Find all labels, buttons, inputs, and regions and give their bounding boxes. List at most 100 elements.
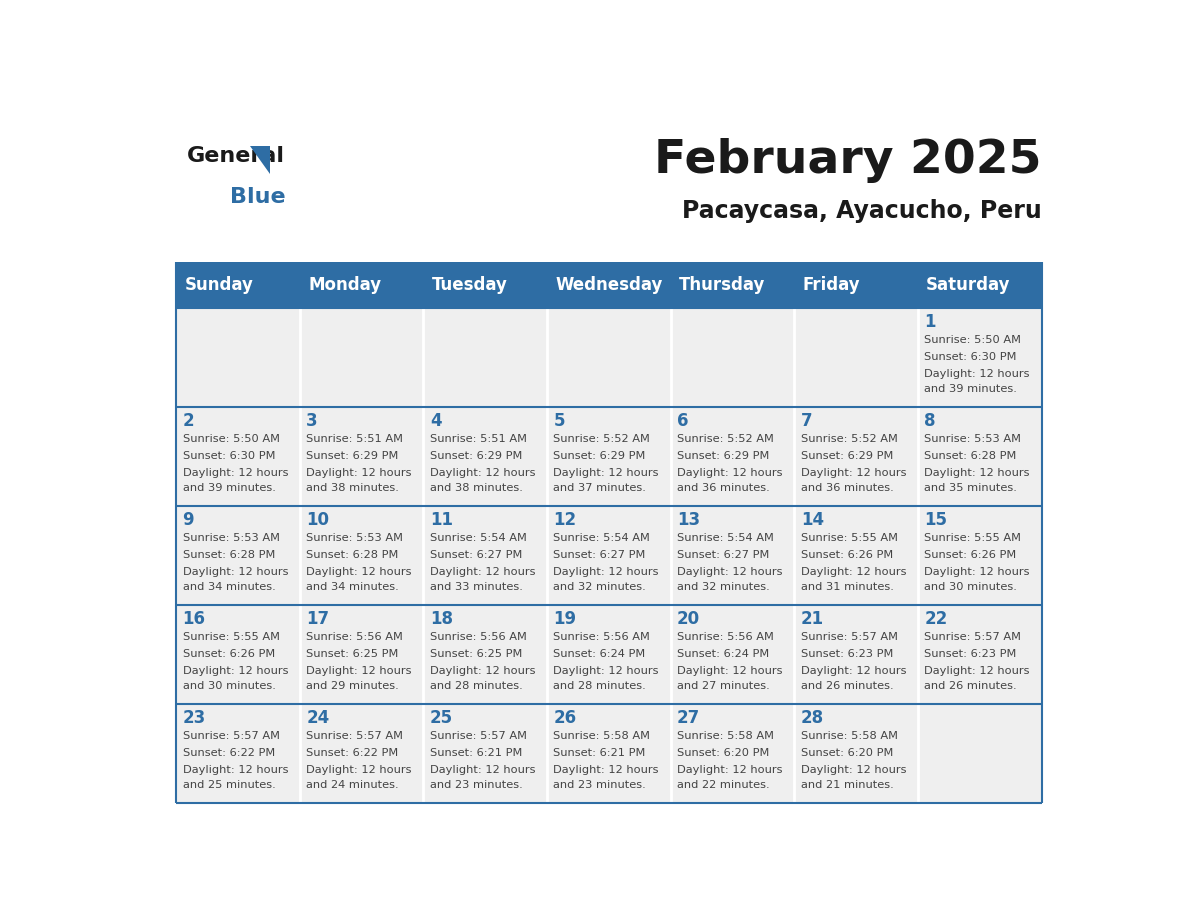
Text: Sunrise: 5:56 AM: Sunrise: 5:56 AM	[554, 632, 650, 642]
Text: and 36 minutes.: and 36 minutes.	[801, 484, 893, 493]
Bar	[176, 407, 1042, 506]
Text: Sunset: 6:27 PM: Sunset: 6:27 PM	[430, 550, 523, 560]
Text: Sunset: 6:29 PM: Sunset: 6:29 PM	[430, 451, 523, 461]
Text: 19: 19	[554, 610, 576, 628]
Text: Sunrise: 5:57 AM: Sunrise: 5:57 AM	[307, 731, 403, 741]
Text: Daylight: 12 hours: Daylight: 12 hours	[183, 765, 287, 775]
Text: and 23 minutes.: and 23 minutes.	[430, 780, 523, 790]
Text: and 24 minutes.: and 24 minutes.	[307, 780, 399, 790]
Bar	[176, 506, 1042, 605]
Text: Sunset: 6:29 PM: Sunset: 6:29 PM	[677, 451, 770, 461]
Text: Sunrise: 5:58 AM: Sunrise: 5:58 AM	[554, 731, 651, 741]
Text: 2: 2	[183, 412, 194, 430]
Text: Sunset: 6:23 PM: Sunset: 6:23 PM	[801, 649, 893, 659]
Text: Tuesday: Tuesday	[431, 276, 507, 294]
Text: Daylight: 12 hours: Daylight: 12 hours	[307, 566, 412, 577]
Text: 14: 14	[801, 511, 823, 529]
Text: 16: 16	[183, 610, 206, 628]
Text: Sunset: 6:29 PM: Sunset: 6:29 PM	[307, 451, 399, 461]
Text: Daylight: 12 hours: Daylight: 12 hours	[430, 765, 536, 775]
Text: and 32 minutes.: and 32 minutes.	[677, 582, 770, 592]
Text: Sunset: 6:20 PM: Sunset: 6:20 PM	[677, 748, 770, 757]
Text: 28: 28	[801, 709, 823, 727]
Text: Sunset: 6:24 PM: Sunset: 6:24 PM	[677, 649, 770, 659]
Text: Daylight: 12 hours: Daylight: 12 hours	[430, 566, 536, 577]
Text: Monday: Monday	[308, 276, 381, 294]
Text: Daylight: 12 hours: Daylight: 12 hours	[307, 666, 412, 676]
Text: Sunset: 6:26 PM: Sunset: 6:26 PM	[801, 550, 893, 560]
Text: 11: 11	[430, 511, 453, 529]
Text: and 26 minutes.: and 26 minutes.	[801, 681, 893, 691]
Text: and 25 minutes.: and 25 minutes.	[183, 780, 276, 790]
Text: Daylight: 12 hours: Daylight: 12 hours	[430, 666, 536, 676]
Text: Daylight: 12 hours: Daylight: 12 hours	[430, 468, 536, 478]
Text: Sunrise: 5:54 AM: Sunrise: 5:54 AM	[430, 532, 526, 543]
Text: 7: 7	[801, 412, 813, 430]
Text: 5: 5	[554, 412, 565, 430]
Text: Daylight: 12 hours: Daylight: 12 hours	[677, 566, 783, 577]
Text: Daylight: 12 hours: Daylight: 12 hours	[183, 666, 287, 676]
Text: Sunrise: 5:52 AM: Sunrise: 5:52 AM	[677, 434, 775, 444]
Text: 8: 8	[924, 412, 936, 430]
Text: 18: 18	[430, 610, 453, 628]
Text: Daylight: 12 hours: Daylight: 12 hours	[554, 468, 659, 478]
Text: 17: 17	[307, 610, 329, 628]
Text: Sunset: 6:26 PM: Sunset: 6:26 PM	[924, 550, 1017, 560]
Text: and 31 minutes.: and 31 minutes.	[801, 582, 893, 592]
Text: and 32 minutes.: and 32 minutes.	[554, 582, 646, 592]
Text: Sunset: 6:22 PM: Sunset: 6:22 PM	[307, 748, 398, 757]
Text: Sunset: 6:25 PM: Sunset: 6:25 PM	[307, 649, 399, 659]
Text: Sunrise: 5:57 AM: Sunrise: 5:57 AM	[801, 632, 898, 642]
Text: and 26 minutes.: and 26 minutes.	[924, 681, 1017, 691]
Text: 12: 12	[554, 511, 576, 529]
Text: Sunset: 6:29 PM: Sunset: 6:29 PM	[554, 451, 646, 461]
Text: Sunrise: 5:51 AM: Sunrise: 5:51 AM	[430, 434, 526, 444]
Text: 9: 9	[183, 511, 194, 529]
Text: Sunrise: 5:52 AM: Sunrise: 5:52 AM	[801, 434, 898, 444]
Text: and 33 minutes.: and 33 minutes.	[430, 582, 523, 592]
Text: Daylight: 12 hours: Daylight: 12 hours	[801, 566, 906, 577]
Text: and 37 minutes.: and 37 minutes.	[554, 484, 646, 493]
Text: Sunset: 6:26 PM: Sunset: 6:26 PM	[183, 649, 274, 659]
Polygon shape	[249, 145, 270, 174]
Text: Wednesday: Wednesday	[555, 276, 663, 294]
Text: Sunrise: 5:56 AM: Sunrise: 5:56 AM	[307, 632, 403, 642]
Text: Sunset: 6:23 PM: Sunset: 6:23 PM	[924, 649, 1017, 659]
Text: Sunset: 6:28 PM: Sunset: 6:28 PM	[307, 550, 399, 560]
Text: 24: 24	[307, 709, 329, 727]
Text: General: General	[188, 145, 285, 165]
Text: Sunrise: 5:57 AM: Sunrise: 5:57 AM	[430, 731, 526, 741]
Bar	[176, 704, 1042, 803]
Text: and 35 minutes.: and 35 minutes.	[924, 484, 1017, 493]
Text: and 27 minutes.: and 27 minutes.	[677, 681, 770, 691]
Text: 1: 1	[924, 313, 936, 331]
Text: and 34 minutes.: and 34 minutes.	[183, 582, 276, 592]
Text: Sunrise: 5:50 AM: Sunrise: 5:50 AM	[924, 335, 1022, 345]
Text: Friday: Friday	[803, 276, 860, 294]
Text: Sunset: 6:27 PM: Sunset: 6:27 PM	[677, 550, 770, 560]
Text: and 34 minutes.: and 34 minutes.	[307, 582, 399, 592]
Text: Sunset: 6:24 PM: Sunset: 6:24 PM	[554, 649, 646, 659]
Text: 13: 13	[677, 511, 700, 529]
Text: Daylight: 12 hours: Daylight: 12 hours	[677, 666, 783, 676]
Text: 21: 21	[801, 610, 823, 628]
Text: Sunday: Sunday	[184, 276, 253, 294]
Text: Sunset: 6:28 PM: Sunset: 6:28 PM	[924, 451, 1017, 461]
Text: Sunrise: 5:55 AM: Sunrise: 5:55 AM	[183, 632, 279, 642]
Text: Sunset: 6:29 PM: Sunset: 6:29 PM	[801, 451, 893, 461]
Text: Sunrise: 5:54 AM: Sunrise: 5:54 AM	[677, 532, 775, 543]
Text: Sunrise: 5:55 AM: Sunrise: 5:55 AM	[924, 532, 1022, 543]
Text: and 21 minutes.: and 21 minutes.	[801, 780, 893, 790]
Text: and 36 minutes.: and 36 minutes.	[677, 484, 770, 493]
Text: Pacaycasa, Ayacucho, Peru: Pacaycasa, Ayacucho, Peru	[682, 198, 1042, 222]
Text: 23: 23	[183, 709, 206, 727]
Text: Daylight: 12 hours: Daylight: 12 hours	[307, 468, 412, 478]
Text: Sunset: 6:25 PM: Sunset: 6:25 PM	[430, 649, 523, 659]
Text: Daylight: 12 hours: Daylight: 12 hours	[801, 666, 906, 676]
Text: Sunrise: 5:58 AM: Sunrise: 5:58 AM	[677, 731, 775, 741]
Bar	[176, 605, 1042, 704]
Text: Daylight: 12 hours: Daylight: 12 hours	[677, 765, 783, 775]
Text: 4: 4	[430, 412, 442, 430]
Text: February 2025: February 2025	[655, 139, 1042, 184]
Text: Daylight: 12 hours: Daylight: 12 hours	[183, 468, 287, 478]
